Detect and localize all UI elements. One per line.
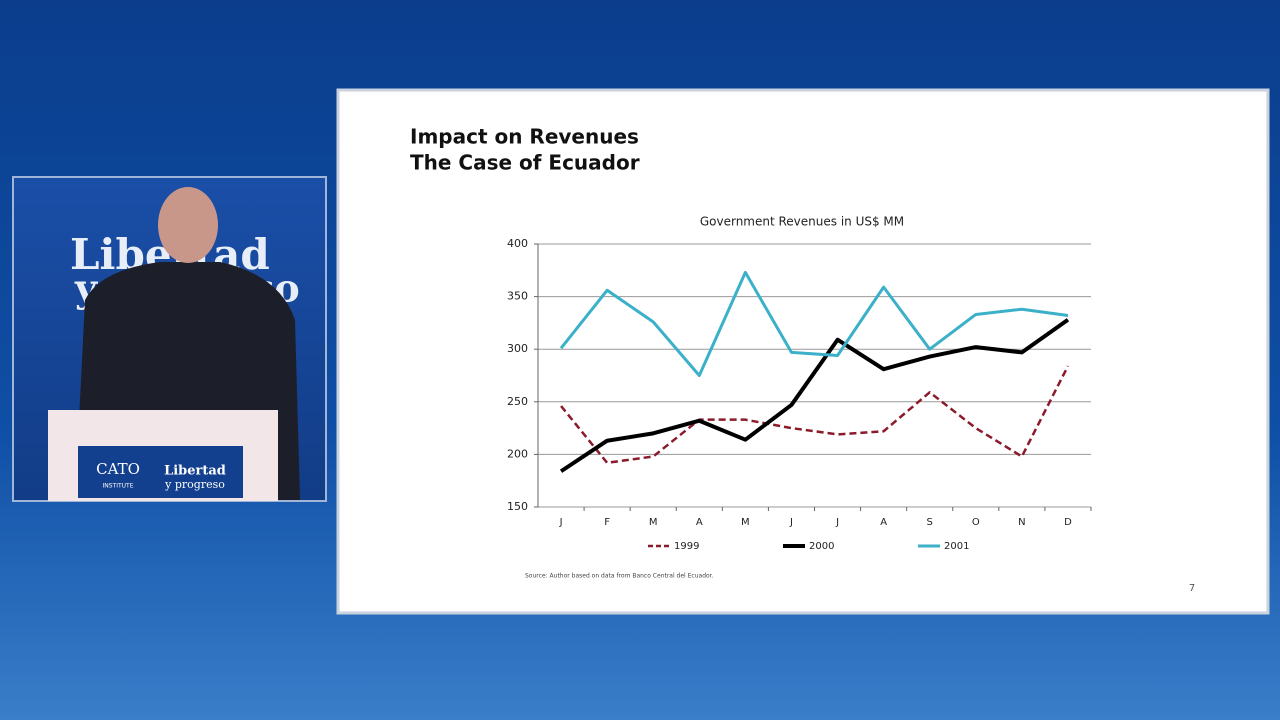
series-line: [560, 365, 1070, 465]
y-tick-label: 400: [507, 237, 528, 250]
x-tick-label: A: [880, 517, 887, 528]
x-tick-label: J: [789, 517, 793, 528]
speaker-head: [158, 187, 218, 263]
slide: [336, 88, 1270, 615]
slide-title: Impact on Revenues: [410, 125, 639, 149]
page-number: 7: [1189, 583, 1195, 594]
x-tick-label: A: [696, 517, 703, 528]
y-tick-label: 200: [507, 447, 528, 460]
series-line: [559, 270, 1069, 377]
podium-logo-sub: INSTITUTE: [102, 483, 133, 490]
x-tick-label: D: [1064, 517, 1072, 528]
podium-logo: CATO: [96, 460, 140, 478]
legend-label: 2001: [944, 541, 969, 552]
x-tick-label: N: [1018, 517, 1025, 528]
legend-label: 2000: [809, 541, 834, 552]
podium-logo: Libertad: [164, 464, 226, 479]
x-tick-label: J: [835, 517, 839, 528]
x-tick-label: M: [741, 517, 750, 528]
legend-label: 1999: [674, 541, 699, 552]
x-tick-label: S: [927, 517, 933, 528]
podium-logo: y progreso: [164, 478, 225, 491]
chart: 150 200 250 300 350 400 J F M A M J J A S O N D 1999 2000 20…: [507, 237, 1092, 552]
source-note: Source: Author based on data from Banco …: [525, 573, 714, 580]
y-tick-label: 300: [507, 342, 528, 355]
x-tick-label: F: [604, 517, 610, 528]
y-tick-label: 150: [507, 500, 528, 513]
podium-sign: [78, 446, 243, 498]
x-tick-label: M: [649, 517, 658, 528]
speaker-video: Libertad y progreso CATO INSTITUTE Liber…: [12, 176, 327, 502]
x-tick-label: O: [972, 517, 980, 528]
y-tick-label: 350: [507, 290, 528, 303]
y-tick-label: 250: [507, 395, 528, 408]
x-tick-label: J: [559, 517, 563, 528]
slide-title: The Case of Ecuador: [410, 151, 640, 175]
chart-title: Government Revenues in US$ MM: [700, 215, 904, 229]
series-line: [559, 318, 1070, 473]
